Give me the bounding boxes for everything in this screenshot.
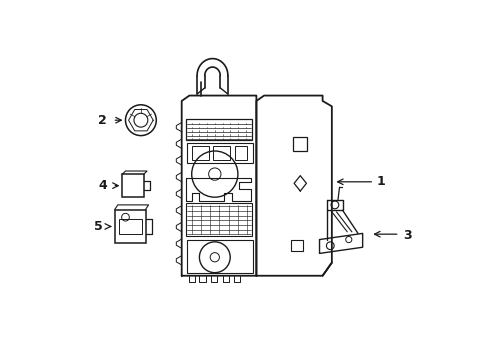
Bar xyxy=(187,143,252,163)
Bar xyxy=(293,137,306,151)
Text: 2: 2 xyxy=(98,114,107,127)
Bar xyxy=(187,240,253,273)
Bar xyxy=(213,147,230,160)
Bar xyxy=(115,210,145,243)
Bar xyxy=(234,147,246,160)
Bar xyxy=(185,119,251,140)
Text: 3: 3 xyxy=(402,229,410,242)
Text: 5: 5 xyxy=(93,220,102,233)
Text: 1: 1 xyxy=(376,175,385,188)
Bar xyxy=(191,147,208,160)
Text: 4: 4 xyxy=(98,179,107,192)
Bar xyxy=(185,203,251,236)
Bar xyxy=(290,239,302,251)
Bar xyxy=(118,219,142,234)
Bar xyxy=(122,174,143,197)
